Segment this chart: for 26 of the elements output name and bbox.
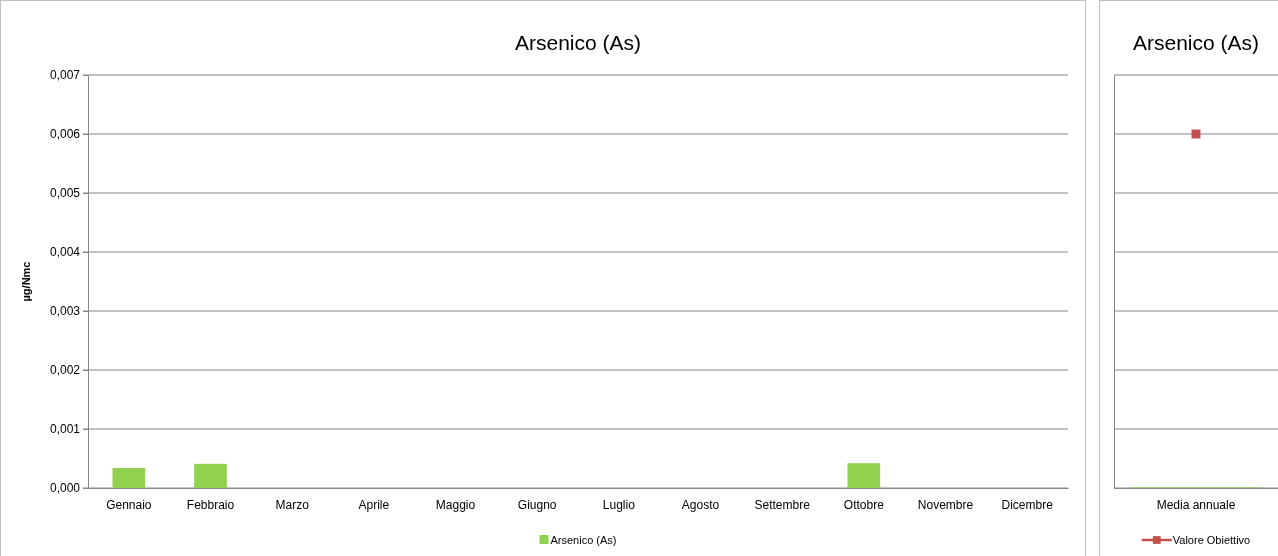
y-tick-label: 0,004 [49, 245, 81, 260]
y-tick-label: 0,003 [49, 304, 81, 319]
y-tick-label: 0,005 [49, 186, 81, 201]
legend-label: Valore Obiettivo [1172, 534, 1251, 546]
x-tick-label: Gennaio [106, 497, 152, 512]
chart-title: Arsenico (As) [1132, 31, 1260, 54]
x-tick-label: Novembre [917, 497, 974, 512]
x-tick-label: Media annuale [1156, 497, 1236, 512]
y-axis-title: µg/Nmc [20, 261, 32, 302]
x-tick-label: Febbraio [186, 497, 235, 512]
x-tick-label: Maggio [435, 497, 476, 512]
x-tick-label: Settembre [754, 497, 811, 512]
y-tick-label: 0,007 [49, 68, 81, 83]
x-tick-label: Marzo [275, 497, 310, 512]
x-tick-label: Aprile [358, 497, 390, 512]
x-tick-label: Ottobre [843, 497, 885, 512]
x-tick-label: Agosto [681, 497, 720, 512]
chart-title: Arsenico (As) [514, 31, 642, 54]
y-tick-label: 0,001 [49, 422, 81, 437]
x-tick-label: Luglio [602, 497, 636, 512]
y-tick-label: 0,006 [49, 127, 81, 142]
legend-label: Arsenico (As) [550, 534, 617, 546]
y-tick-label: 0,000 [49, 481, 81, 496]
x-tick-label: Giugno [517, 497, 557, 512]
x-tick-label: Dicembre [1001, 497, 1054, 512]
y-tick-label: 0,002 [49, 363, 81, 378]
